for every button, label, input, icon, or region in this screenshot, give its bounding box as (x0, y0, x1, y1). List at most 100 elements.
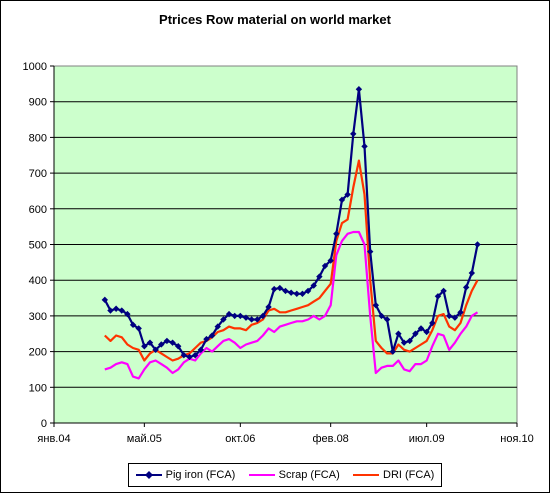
series-layer (101, 86, 481, 380)
data-point-pig-iron (112, 305, 120, 312)
data-point-pig-iron (316, 273, 323, 280)
y-tick-label: 700 (29, 168, 47, 180)
data-point-pig-iron (282, 287, 289, 295)
data-point-pig-iron (169, 339, 176, 346)
series-line-scrap (104, 230, 479, 380)
chart-title: Ptrices Row material on world market (159, 12, 391, 27)
series-line-dri (104, 159, 479, 362)
data-point-pig-iron (203, 335, 210, 343)
data-point-pig-iron (118, 307, 125, 314)
x-tick-label: фев.08 (313, 433, 349, 445)
data-point-pig-iron (186, 353, 193, 361)
data-point-pig-iron (310, 282, 317, 289)
legend-swatch-pig-iron (135, 470, 162, 480)
data-point-pig-iron (158, 341, 165, 348)
y-axis: 0 100 200 300 400 500 600 700 800 900 1000 (23, 61, 55, 430)
data-point-pig-iron (259, 312, 267, 320)
data-point-pig-iron (304, 287, 312, 295)
data-point-pig-iron (429, 319, 436, 327)
data-point-pig-iron (163, 337, 171, 345)
x-tick-label: май.05 (127, 433, 162, 445)
data-point-pig-iron (327, 257, 334, 264)
data-point-pig-iron (417, 325, 425, 332)
data-point-pig-iron (152, 346, 159, 354)
data-point-pig-iron (389, 348, 396, 355)
y-tick-label: 0 (41, 418, 47, 430)
x-tick-label: июл.09 (409, 433, 445, 445)
data-point-pig-iron (423, 328, 430, 336)
data-point-pig-iron (338, 196, 346, 204)
data-point-pig-iron (180, 351, 188, 359)
legend-swatch-dri (353, 470, 380, 480)
data-point-pig-iron (406, 337, 413, 345)
legend-label-pig-iron: Pig iron (FCA) (165, 469, 236, 481)
data-point-pig-iron (412, 330, 419, 337)
data-point-pig-iron (468, 269, 476, 277)
data-point-pig-iron (101, 296, 109, 304)
x-tick-label: окт.06 (225, 433, 255, 445)
data-point-pig-iron (321, 262, 329, 270)
legend-item-scrap: Scrap (FCA) (248, 469, 340, 481)
y-tick-label: 900 (29, 97, 47, 109)
x-tick-label: янв.04 (37, 433, 70, 445)
data-point-pig-iron (225, 310, 233, 318)
data-point-pig-iron (350, 130, 357, 138)
data-point-pig-iron (400, 339, 408, 346)
data-point-pig-iron (440, 287, 447, 295)
y-tick-label: 600 (29, 204, 47, 216)
data-point-pig-iron (191, 351, 199, 359)
data-point-pig-iron (474, 241, 481, 248)
data-point-pig-iron (446, 312, 453, 320)
legend-label-dri: DRI (FCA) (383, 469, 435, 481)
data-point-pig-iron (293, 290, 300, 297)
data-point-pig-iron (378, 312, 385, 320)
data-point-pig-iron (333, 230, 340, 237)
data-point-pig-iron (242, 314, 250, 321)
data-point-pig-iron (462, 284, 470, 291)
data-point-pig-iron (141, 343, 148, 350)
data-point-pig-iron (361, 143, 368, 150)
data-point-pig-iron (383, 316, 391, 323)
data-point-pig-iron (395, 330, 402, 337)
y-tick-label: 300 (29, 311, 47, 323)
x-tick-label: ноя.10 (500, 433, 533, 445)
data-point-pig-iron (107, 307, 114, 314)
legend-label-scrap: Scrap (FCA) (278, 469, 340, 481)
data-point-pig-iron (129, 321, 137, 329)
y-tick-label: 200 (29, 347, 47, 359)
data-point-pig-iron (197, 346, 205, 354)
data-point-pig-iron (276, 284, 284, 292)
data-point-pig-iron (344, 191, 351, 198)
y-tick-label: 800 (29, 132, 47, 144)
data-point-pig-iron (271, 285, 278, 293)
data-point-pig-iron (434, 293, 442, 300)
y-tick-label: 500 (29, 240, 47, 252)
y-tick-label: 400 (29, 275, 47, 287)
data-point-pig-iron (366, 248, 374, 255)
data-point-pig-iron (175, 343, 182, 350)
x-axis: янв.04 май.05 окт.06 фев.08 июл.09 ноя.10 (37, 422, 534, 445)
data-point-pig-iron (124, 310, 131, 318)
data-point-pig-iron (457, 309, 464, 316)
y-tick-label: 1000 (23, 61, 47, 73)
data-point-pig-iron (208, 332, 216, 339)
data-point-pig-iron (220, 316, 227, 323)
data-point-pig-iron (237, 312, 244, 320)
data-point-pig-iron (146, 339, 154, 346)
data-point-pig-iron (214, 323, 221, 330)
data-point-pig-iron (248, 316, 255, 323)
legend-item-pig-iron: Pig iron (FCA) (135, 469, 236, 481)
data-point-pig-iron (231, 312, 238, 320)
data-point-pig-iron (254, 316, 261, 323)
data-point-pig-iron (287, 289, 295, 296)
y-tick-label: 100 (29, 382, 47, 394)
data-point-pig-iron (135, 325, 142, 332)
data-point-pig-iron (355, 86, 363, 93)
data-point-pig-iron (372, 301, 380, 309)
data-point-pig-iron (299, 290, 306, 297)
data-point-pig-iron (451, 314, 459, 321)
legend: Pig iron (FCA) Scrap (FCA) DRI (FCA) (128, 463, 442, 487)
data-point-pig-iron (265, 303, 272, 311)
legend-item-dri: DRI (FCA) (353, 469, 434, 481)
